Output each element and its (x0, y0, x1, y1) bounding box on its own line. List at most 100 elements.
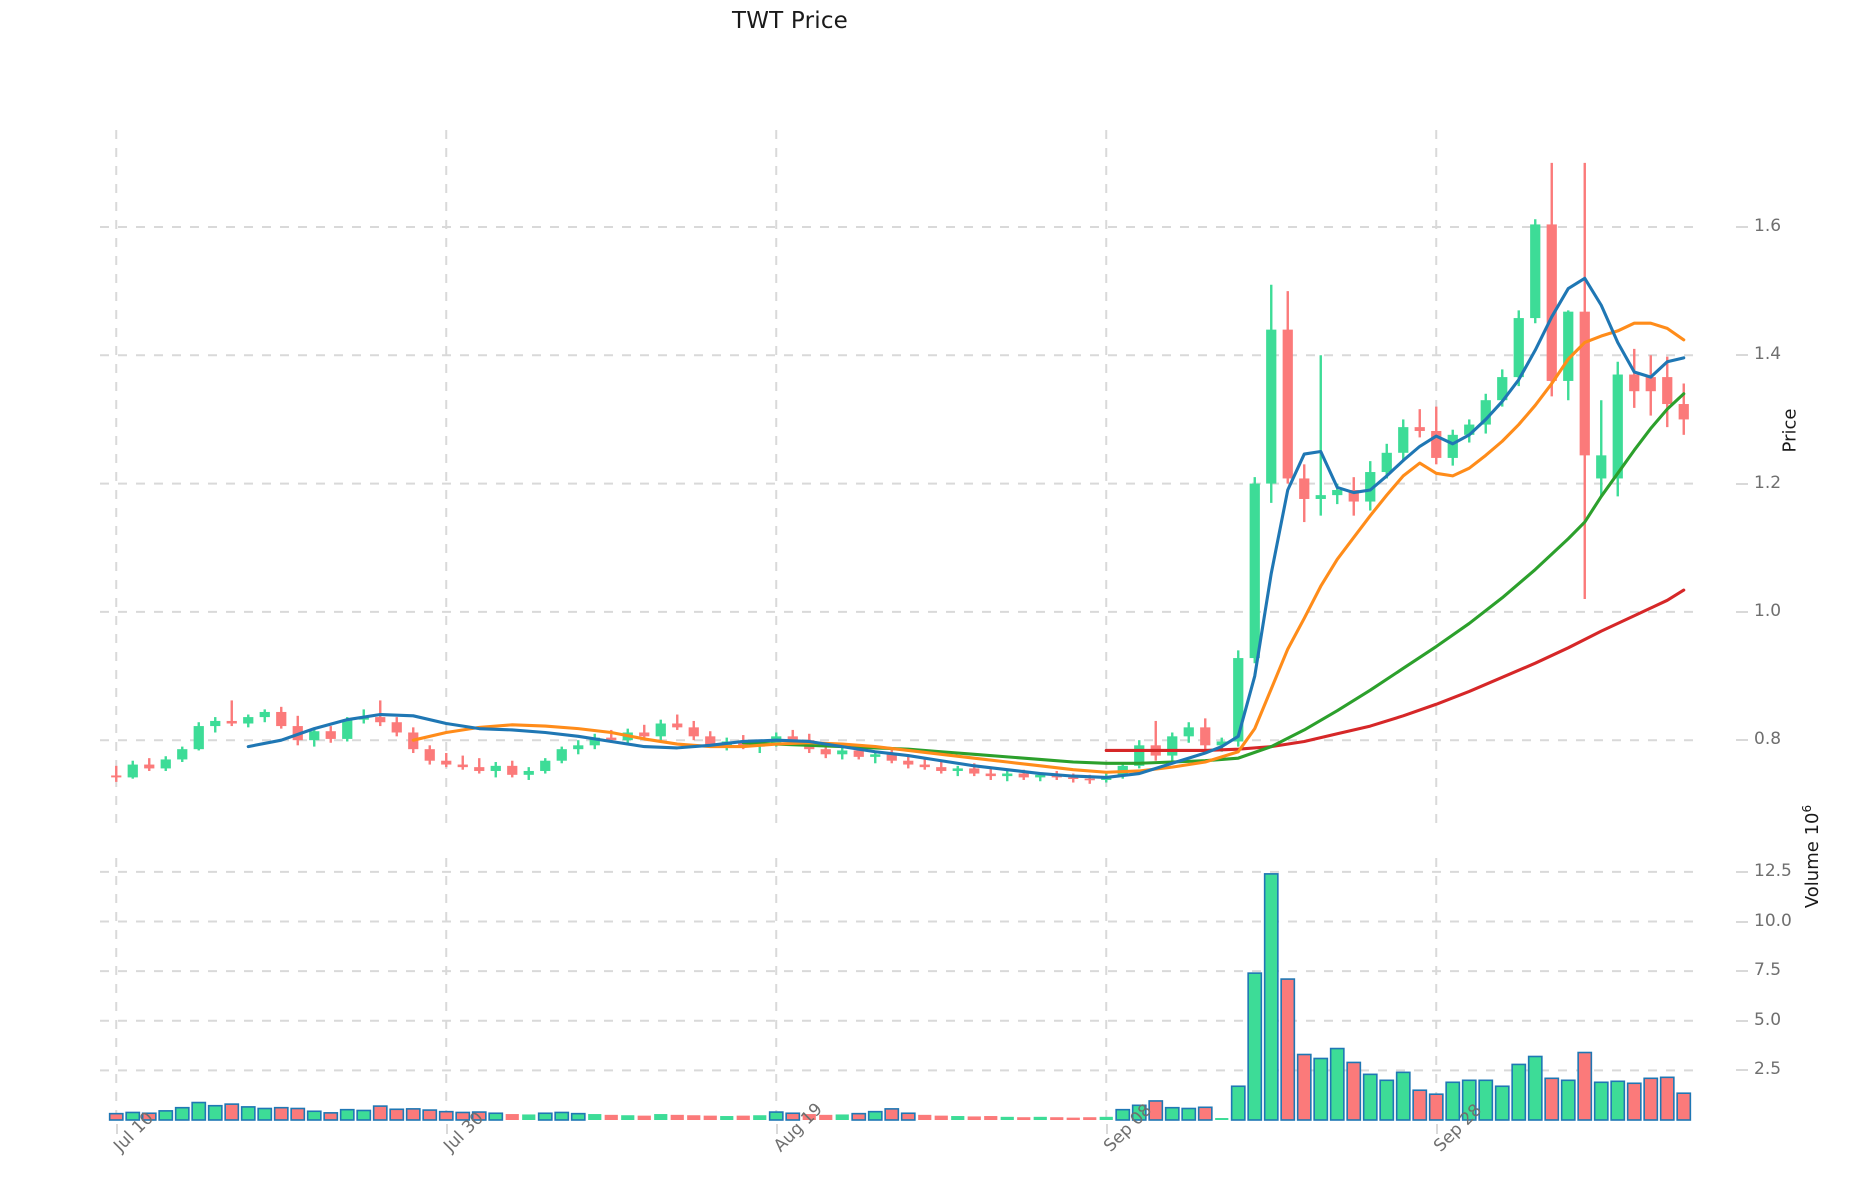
candle-body (1662, 377, 1673, 405)
x-tick-mark (776, 1124, 779, 1134)
volume-axis-text: Volume (1802, 841, 1824, 909)
candle-body (886, 754, 897, 761)
candle-body (1414, 427, 1425, 431)
candle-body (705, 736, 716, 746)
candle-body (1497, 377, 1508, 401)
candle-body (325, 731, 336, 739)
volume-bar (1083, 1117, 1097, 1120)
volume-y-tick-label: 7.5 (1754, 960, 1782, 981)
price-y-tick-mark (1736, 610, 1748, 613)
volume-bar (1230, 1085, 1246, 1121)
x-tick-mark (446, 1124, 449, 1134)
price-plot (100, 130, 1700, 830)
volume-bar (207, 1104, 223, 1121)
volume-y-tick-label: 12.5 (1754, 860, 1792, 881)
candle-body (787, 736, 798, 741)
volume-bar (1494, 1085, 1510, 1121)
volume-bar (1033, 1116, 1047, 1120)
volume-bar (257, 1107, 273, 1121)
volume-bar (951, 1116, 965, 1120)
volume-bar (141, 1112, 157, 1121)
candle-body (1678, 404, 1689, 420)
candle-body (1596, 455, 1607, 479)
volume-y-tick-mark (1736, 920, 1748, 923)
volume-bar (1610, 1080, 1626, 1121)
volume-bar (323, 1112, 339, 1121)
volume-bar (720, 1116, 734, 1120)
candle-body (1035, 774, 1046, 778)
volume-y-tick-label: 2.5 (1754, 1059, 1782, 1080)
volume-bar (372, 1105, 388, 1121)
volume-series (108, 873, 1692, 1121)
candle-body (1282, 329, 1293, 479)
volume-bar (637, 1115, 651, 1120)
volume-bar (1593, 1081, 1609, 1121)
volume-bar (1181, 1107, 1197, 1121)
volume-bar (306, 1110, 322, 1121)
candle-body (969, 768, 980, 774)
ma-line-red (1104, 588, 1686, 752)
volume-bar (1461, 1079, 1477, 1121)
volume-bar (1017, 1117, 1031, 1120)
candle-body (1381, 452, 1392, 473)
candle-body (1315, 495, 1326, 499)
volume-bar (934, 1115, 948, 1120)
volume-bar (768, 1111, 784, 1121)
candle-body (639, 732, 650, 737)
volume-axis-label: Volume 106 (1800, 805, 1823, 908)
volume-bar (1197, 1106, 1213, 1121)
candle-body (556, 749, 567, 761)
candle-body (160, 759, 171, 769)
candle-body (1645, 377, 1656, 392)
volume-bar (1428, 1093, 1444, 1121)
candle-body (837, 750, 848, 755)
candle-body (1183, 727, 1194, 737)
volume-bar (621, 1115, 635, 1120)
volume-bar (174, 1106, 190, 1121)
volume-bar (1511, 1063, 1527, 1121)
chart-title: TWT Price (731, 8, 849, 34)
candle-body (1299, 478, 1310, 499)
volume-bar (1544, 1077, 1560, 1121)
volume-bar (471, 1111, 487, 1121)
volume-bar (900, 1112, 916, 1121)
candle-body (507, 765, 518, 775)
price-y-tick-label: 1.0 (1754, 600, 1782, 621)
price-y-tick-mark (1736, 482, 1748, 485)
candle-body (1546, 224, 1557, 381)
candle-body (490, 765, 501, 771)
volume-bar (273, 1106, 289, 1121)
candle-body (1480, 400, 1491, 425)
price-y-tick-mark (1736, 354, 1748, 357)
volume-bar (438, 1110, 454, 1121)
volume-bar (604, 1114, 618, 1120)
candle-body (127, 764, 138, 778)
volume-bar (1050, 1117, 1064, 1120)
volume-bar (918, 1114, 932, 1120)
candle-body (259, 711, 270, 718)
volume-bar (884, 1108, 900, 1121)
volume-bar (1445, 1081, 1461, 1121)
volume-bar (1626, 1082, 1642, 1121)
candle-body (655, 723, 666, 737)
volume-bar (687, 1115, 701, 1120)
candle-body (441, 760, 452, 765)
volume-bar (1313, 1057, 1329, 1121)
candle-body (457, 764, 468, 768)
volume-bar (819, 1114, 833, 1120)
volume-y-tick-mark (1736, 1069, 1748, 1072)
candle-body (111, 775, 122, 778)
volume-bar (1066, 1117, 1080, 1120)
candle-body (309, 731, 320, 741)
volume-bar (1000, 1116, 1014, 1120)
candle-body (523, 770, 534, 775)
volume-bar (1263, 873, 1279, 1121)
volume-bar (851, 1112, 867, 1121)
volume-y-tick-mark (1736, 870, 1748, 873)
price-y-tick-mark (1736, 225, 1748, 228)
volume-bar (1395, 1071, 1411, 1121)
x-tick-mark (116, 1124, 119, 1134)
volume-bar (554, 1111, 570, 1121)
candle-body (276, 711, 287, 727)
